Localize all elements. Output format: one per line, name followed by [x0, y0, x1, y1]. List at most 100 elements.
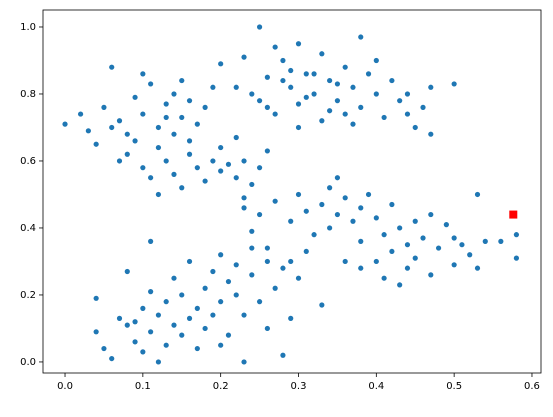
point	[218, 299, 224, 305]
point	[202, 325, 208, 332]
point	[288, 315, 294, 322]
point	[280, 352, 286, 358]
point	[256, 24, 263, 30]
point	[420, 235, 426, 241]
point	[218, 168, 224, 174]
point	[474, 265, 481, 271]
point	[155, 191, 162, 198]
point	[148, 329, 154, 335]
point	[77, 111, 84, 117]
point	[218, 61, 224, 67]
point	[288, 258, 294, 265]
point	[389, 201, 395, 208]
point	[451, 262, 457, 268]
point	[280, 77, 286, 84]
point	[280, 57, 286, 64]
point	[233, 262, 239, 268]
point	[264, 104, 270, 110]
point	[319, 201, 325, 208]
point	[241, 359, 247, 365]
point	[233, 134, 239, 141]
point	[163, 299, 169, 305]
point	[311, 232, 317, 238]
point	[241, 195, 247, 201]
point	[93, 329, 99, 335]
point	[233, 175, 239, 181]
point	[467, 252, 473, 258]
point	[225, 278, 232, 285]
point	[311, 71, 317, 77]
point	[482, 238, 488, 244]
point	[373, 258, 379, 265]
point	[202, 104, 208, 110]
point	[241, 205, 247, 211]
point	[389, 248, 395, 255]
point	[179, 332, 185, 338]
point	[381, 275, 387, 281]
point	[140, 349, 146, 355]
point	[249, 272, 255, 278]
point	[256, 299, 263, 305]
point	[428, 211, 434, 218]
point	[295, 101, 302, 107]
point	[303, 248, 309, 255]
point	[327, 77, 333, 84]
point	[140, 305, 146, 311]
point	[155, 312, 162, 318]
point	[171, 171, 177, 177]
point	[513, 255, 520, 261]
point	[451, 81, 457, 87]
point	[397, 225, 403, 231]
point	[295, 191, 302, 198]
point	[179, 185, 185, 191]
point	[272, 44, 278, 50]
point	[132, 319, 138, 325]
point	[319, 118, 325, 124]
point	[155, 144, 162, 151]
point	[218, 252, 224, 258]
point	[124, 268, 130, 275]
point	[373, 215, 379, 221]
point	[264, 148, 270, 154]
point	[85, 128, 91, 134]
point	[459, 242, 465, 248]
point	[218, 144, 224, 151]
point	[311, 91, 317, 97]
point	[498, 238, 504, 244]
point	[288, 84, 294, 90]
point	[350, 218, 356, 224]
point	[404, 265, 411, 271]
point	[171, 131, 177, 137]
point	[342, 258, 348, 265]
point	[509, 210, 518, 219]
point	[109, 355, 115, 362]
point	[179, 292, 185, 298]
point	[194, 345, 200, 352]
point	[171, 322, 177, 328]
point	[241, 54, 247, 60]
point	[225, 332, 232, 338]
point	[179, 77, 185, 84]
point	[295, 124, 302, 131]
point	[109, 124, 115, 131]
point	[62, 121, 68, 127]
point	[210, 312, 216, 318]
point	[93, 141, 99, 147]
x-tick-label: 0.1	[135, 381, 151, 392]
point	[163, 158, 169, 164]
point	[303, 94, 309, 100]
point	[404, 111, 411, 117]
point	[186, 151, 193, 157]
y-tick-label: 1.0	[20, 22, 36, 33]
point	[116, 118, 123, 124]
point	[365, 71, 372, 77]
point	[148, 289, 154, 295]
point	[272, 111, 278, 117]
point	[412, 124, 418, 131]
x-tick-label: 0.2	[213, 381, 229, 392]
point	[249, 228, 255, 234]
point	[397, 282, 403, 288]
point	[249, 91, 255, 97]
point	[373, 57, 379, 64]
